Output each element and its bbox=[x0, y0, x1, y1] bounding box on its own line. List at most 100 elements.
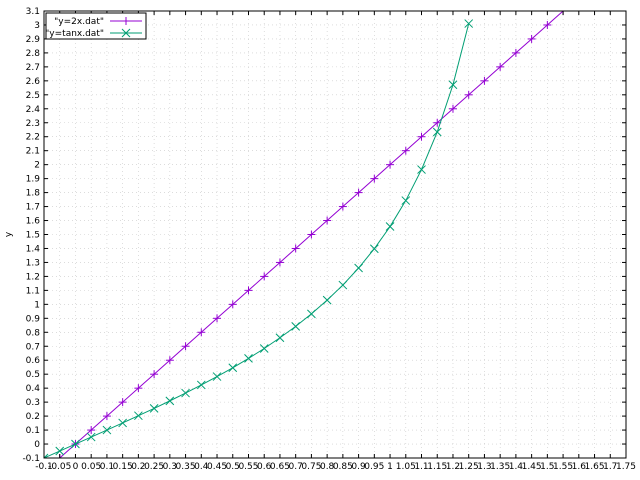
data-point-1 bbox=[149, 404, 159, 413]
data-point-0 bbox=[511, 48, 520, 57]
data-point-1 bbox=[181, 388, 190, 398]
data-point-1 bbox=[432, 127, 442, 137]
data-point-1 bbox=[338, 280, 348, 290]
x-tick-label: 1.4 bbox=[509, 462, 524, 472]
x-tick-label: 1.05 bbox=[396, 462, 416, 472]
data-point-0 bbox=[150, 370, 159, 379]
axis-ticks bbox=[43, 10, 627, 459]
data-point-1 bbox=[212, 372, 222, 381]
x-tick-label: 0.85 bbox=[333, 462, 353, 472]
x-tick-label: 0.65 bbox=[270, 462, 290, 472]
data-point-1 bbox=[275, 333, 285, 343]
data-point-0 bbox=[527, 34, 536, 43]
data-point-0 bbox=[228, 300, 237, 309]
data-point-0 bbox=[213, 314, 222, 323]
y-tick-label: -0.1 bbox=[22, 454, 40, 464]
y-tick-label: 0.4 bbox=[26, 384, 41, 394]
data-point-0 bbox=[87, 426, 96, 435]
data-point-1 bbox=[369, 244, 379, 254]
y-tick-label: 1.7 bbox=[26, 203, 40, 213]
y-tick-label: 0.2 bbox=[26, 412, 40, 422]
data-point-0 bbox=[134, 384, 143, 393]
y-tick-label: 0.5 bbox=[26, 370, 40, 380]
data-point-0 bbox=[338, 202, 347, 211]
data-point-0 bbox=[118, 398, 127, 407]
x-tick-label: 0.1 bbox=[100, 462, 114, 472]
x-tick-label: 1.55 bbox=[553, 462, 573, 472]
y-tick-label: 2.9 bbox=[26, 35, 41, 45]
x-tick-label: 0.5 bbox=[226, 462, 240, 472]
series-line-1 bbox=[44, 23, 470, 458]
data-point-0 bbox=[275, 258, 284, 267]
x-tick-label: -0.05 bbox=[48, 462, 71, 472]
y-tick-label: 1.1 bbox=[26, 286, 40, 296]
data-point-0 bbox=[448, 104, 457, 113]
x-tick-label: 0.25 bbox=[144, 462, 164, 472]
series-1 bbox=[44, 19, 474, 458]
data-point-0 bbox=[323, 216, 332, 225]
data-point-1 bbox=[291, 322, 301, 331]
data-point-1 bbox=[322, 295, 332, 305]
y-tick-label: 2.8 bbox=[26, 49, 41, 59]
y-axis-label: y bbox=[4, 231, 14, 237]
y-tick-label: 3 bbox=[34, 21, 40, 31]
y-tick-label: 3.1 bbox=[26, 7, 40, 17]
y-tick-label: 2.6 bbox=[26, 77, 41, 87]
data-point-0 bbox=[370, 174, 379, 183]
data-point-1 bbox=[71, 439, 80, 449]
data-point-1 bbox=[401, 196, 411, 205]
x-tick-label: 0.6 bbox=[257, 462, 272, 472]
x-tick-labels: -0.1-0.05 0 0.050.10.150.20.250.30.350.40.… bbox=[35, 462, 636, 472]
data-point-1 bbox=[244, 354, 253, 363]
y-tick-label: 0.1 bbox=[26, 426, 40, 436]
data-point-0 bbox=[543, 20, 552, 29]
x-tick-label: 1.65 bbox=[585, 462, 605, 472]
y-tick-label: 0.7 bbox=[26, 342, 40, 352]
data-point-1 bbox=[102, 425, 112, 435]
data-point-1 bbox=[385, 222, 395, 231]
x-tick-label: 0.15 bbox=[113, 462, 133, 472]
data-point-0 bbox=[102, 412, 111, 421]
x-tick-label: 1.1 bbox=[414, 462, 428, 472]
x-tick-label: 0.2 bbox=[131, 462, 145, 472]
data-point-0 bbox=[480, 76, 489, 85]
data-point-1 bbox=[55, 446, 65, 456]
y-tick-label: 0.8 bbox=[26, 328, 41, 338]
x-tick-label: 1.45 bbox=[522, 462, 542, 472]
data-point-1 bbox=[464, 19, 474, 28]
x-tick-label: 0.05 bbox=[81, 462, 101, 472]
y-tick-label: 1.6 bbox=[26, 217, 41, 227]
y-tick-label: 2 bbox=[34, 161, 40, 171]
data-point-0 bbox=[401, 146, 410, 155]
y-tick-label: 2.5 bbox=[26, 91, 40, 101]
data-point-1 bbox=[134, 411, 143, 421]
legend-box bbox=[45, 12, 147, 40]
x-tick-label: 1.15 bbox=[427, 462, 447, 472]
x-tick-label: 1.5 bbox=[540, 462, 554, 472]
x-tick-label: 0.35 bbox=[176, 462, 196, 472]
x-tick-label: 0 bbox=[73, 462, 79, 472]
legend-sample-marker bbox=[121, 28, 131, 38]
legend-samples bbox=[110, 17, 142, 38]
x-tick-label: -0.1 bbox=[35, 462, 53, 472]
legend-sample-marker bbox=[122, 17, 130, 25]
x-tick-label: 1.3 bbox=[477, 462, 491, 472]
x-tick-label: 0.55 bbox=[238, 462, 258, 472]
data-point-0 bbox=[307, 230, 316, 239]
x-tick-label: 1.7 bbox=[603, 462, 617, 472]
legend-label-y2x: "y=2x.dat" bbox=[54, 17, 104, 27]
data-point-1 bbox=[196, 380, 206, 390]
x-tick-label: 0.9 bbox=[351, 462, 366, 472]
x-tick-label: 0.45 bbox=[207, 462, 227, 472]
y-tick-label: 2.2 bbox=[26, 133, 40, 143]
data-point-1 bbox=[165, 396, 175, 406]
data-point-0 bbox=[464, 90, 473, 99]
data-point-0 bbox=[260, 272, 269, 281]
x-tick-label: 1.75 bbox=[616, 462, 636, 472]
y-tick-label: 0.9 bbox=[26, 314, 41, 324]
data-point-0 bbox=[197, 328, 206, 337]
data-point-0 bbox=[244, 286, 253, 295]
data-point-0 bbox=[417, 132, 426, 141]
x-tick-label: 0.75 bbox=[301, 462, 321, 472]
y-tick-label: 0.3 bbox=[26, 398, 40, 408]
